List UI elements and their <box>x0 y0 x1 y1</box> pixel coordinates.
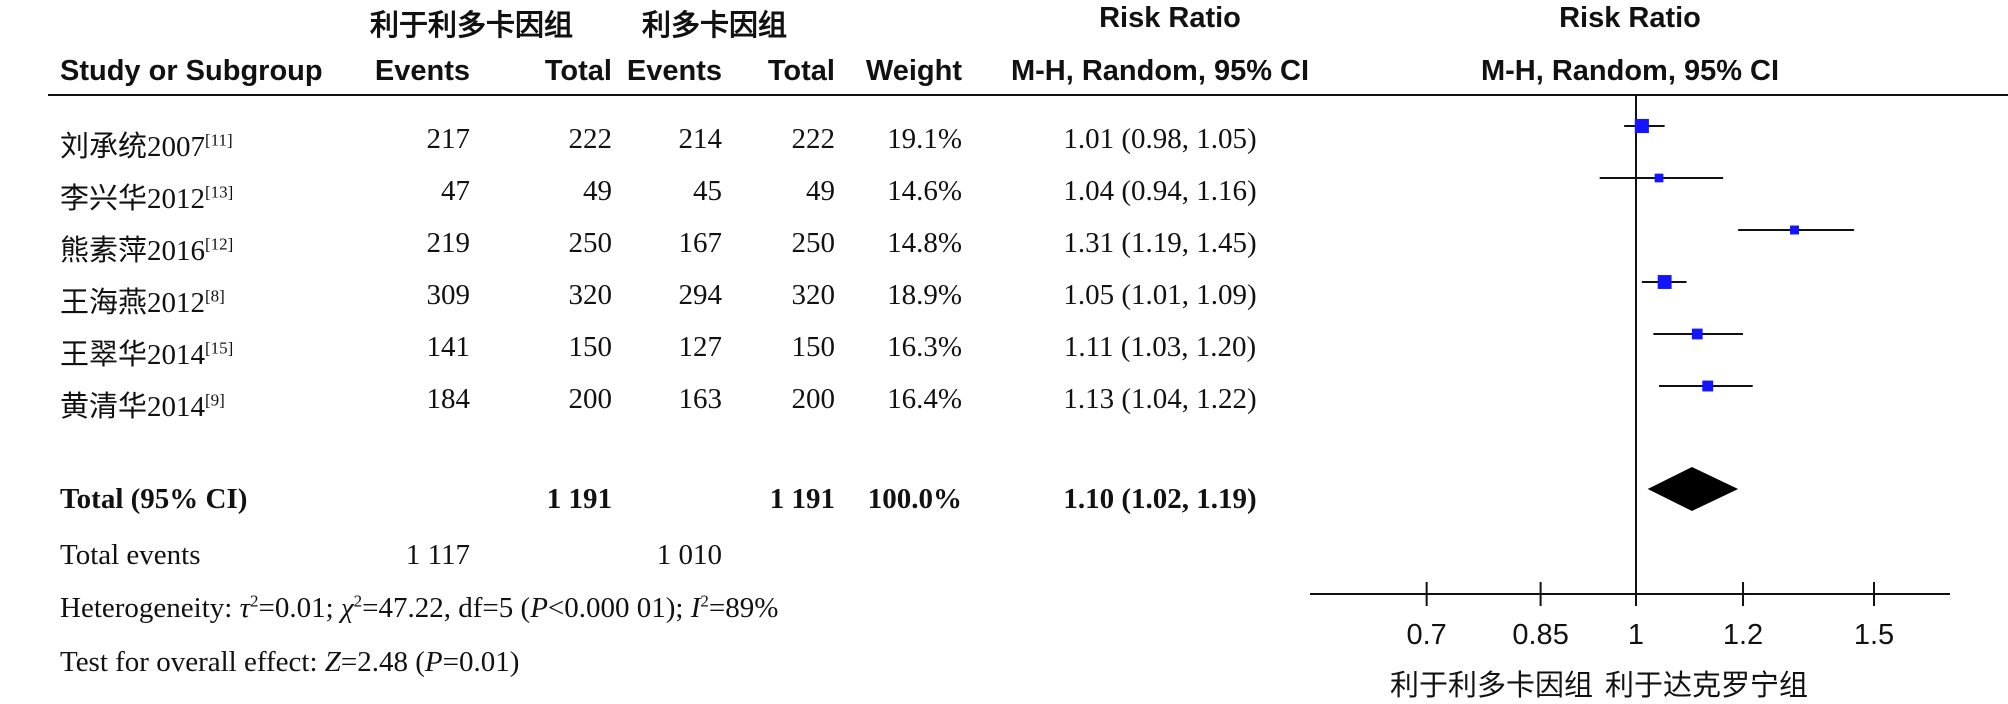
events2-cell: 45 <box>693 175 722 207</box>
study-marker <box>1634 118 1649 134</box>
weight-cell: 18.9% <box>887 279 962 311</box>
method-header: M-H, Random, 95% CI <box>1010 55 1310 87</box>
study-marker <box>1691 328 1703 340</box>
ci-cell: 1.05 (1.01, 1.09) <box>1063 279 1257 311</box>
study-name: 刘承统2007[11] <box>60 130 233 163</box>
ci-cell: 1.31 (1.19, 1.45) <box>1063 227 1257 259</box>
events2-cell: 163 <box>678 383 723 415</box>
ci-cell: 1.04 (0.94, 1.16) <box>1063 175 1257 207</box>
study-name: 王海燕2012[8] <box>60 286 225 319</box>
ci-cell: 1.11 (1.03, 1.20) <box>1063 331 1257 363</box>
reference-marker: [13] <box>205 182 234 202</box>
overall-effect-text: Test for overall effect: Z=2.48 (P=0.01) <box>60 646 520 678</box>
reference-marker: [12] <box>205 234 234 254</box>
ci-cell: 1.13 (1.04, 1.22) <box>1063 383 1257 415</box>
events1-cell: 184 <box>426 383 471 415</box>
group1-header: 利于利多卡因组 <box>370 10 574 42</box>
events2-cell: 127 <box>678 331 723 363</box>
plot-title: Risk Ratio <box>1559 2 1701 34</box>
events2-header: Events <box>626 55 722 87</box>
study-marker <box>1657 275 1672 289</box>
events2-cell: 294 <box>678 279 723 311</box>
weight-cell: 19.1% <box>887 123 962 155</box>
total1-header: Total <box>544 55 612 87</box>
total-label: Total (95% CI) <box>60 483 248 515</box>
total-weight: 100.0% <box>867 483 962 515</box>
total2-value: 1 191 <box>769 483 835 515</box>
study-name: 黄清华2014[9] <box>60 390 225 423</box>
study-marker <box>1654 173 1664 183</box>
total2-header: Total <box>767 55 835 87</box>
study-column-header: Study or Subgroup <box>60 55 323 87</box>
total1-cell: 200 <box>568 383 613 415</box>
x-tick-label: 0.85 <box>1512 619 1568 651</box>
plot-method-header: M-H, Random, 95% CI <box>1480 55 1780 87</box>
events1-cell: 217 <box>426 123 471 155</box>
reference-marker: [8] <box>205 286 225 306</box>
total1-cell: 150 <box>568 331 613 363</box>
total2-cell: 250 <box>791 227 836 259</box>
total2-cell: 49 <box>806 175 835 207</box>
weight-cell: 14.8% <box>887 227 962 259</box>
study-name: 李兴华2012[13] <box>60 182 234 215</box>
reference-marker: [15] <box>205 338 234 358</box>
total2-cell: 150 <box>791 331 836 363</box>
total1-cell: 250 <box>568 227 613 259</box>
x-tick-label: 1 <box>1628 619 1644 651</box>
weight-cell: 14.6% <box>887 175 962 207</box>
total1-cell: 222 <box>568 123 613 155</box>
x-tick-label: 1.5 <box>1854 619 1894 651</box>
favours-right-label: 利于达克罗宁组 <box>1605 668 1809 702</box>
favours-left-label: 利于利多卡因组 <box>1390 668 1594 702</box>
reference-marker: [11] <box>205 130 233 150</box>
weight-header: Weight <box>865 55 962 87</box>
study-marker <box>1702 380 1714 392</box>
total2-cell: 200 <box>791 383 836 415</box>
header-rule <box>48 94 2008 96</box>
total-events1: 1 117 <box>405 539 470 571</box>
total-events2: 1 010 <box>656 539 722 571</box>
total2-cell: 222 <box>791 123 836 155</box>
risk-ratio-header: Risk Ratio <box>1099 2 1241 34</box>
study-marker <box>1790 225 1799 235</box>
total1-cell: 49 <box>583 175 612 207</box>
heterogeneity-text: Heterogeneity: τ2=0.01; χ2=47.22, df=5 (… <box>60 591 779 624</box>
total-ci: 1.10 (1.02, 1.19) <box>1063 483 1257 515</box>
total-events-label: Total events <box>60 539 201 571</box>
group2-header: 利多卡因组 <box>642 10 788 42</box>
events2-cell: 214 <box>678 123 723 155</box>
study-name: 王翠华2014[15] <box>60 338 234 371</box>
total2-cell: 320 <box>791 279 836 311</box>
x-tick-label: 0.7 <box>1406 619 1446 651</box>
total1-value: 1 191 <box>546 483 612 515</box>
ci-cell: 1.01 (0.98, 1.05) <box>1063 123 1257 155</box>
weight-cell: 16.3% <box>887 331 962 363</box>
events1-header: Events <box>374 55 470 87</box>
events1-cell: 219 <box>426 227 471 259</box>
reference-marker: [9] <box>205 390 225 410</box>
events1-cell: 309 <box>426 279 471 311</box>
events1-cell: 47 <box>441 175 470 207</box>
pooled-diamond <box>1647 467 1739 511</box>
total1-cell: 320 <box>568 279 613 311</box>
events1-cell: 141 <box>426 331 471 363</box>
weight-cell: 16.4% <box>887 383 962 415</box>
study-name: 熊素萍2016[12] <box>60 234 234 267</box>
x-tick-label: 1.2 <box>1723 619 1763 651</box>
events2-cell: 167 <box>678 227 723 259</box>
